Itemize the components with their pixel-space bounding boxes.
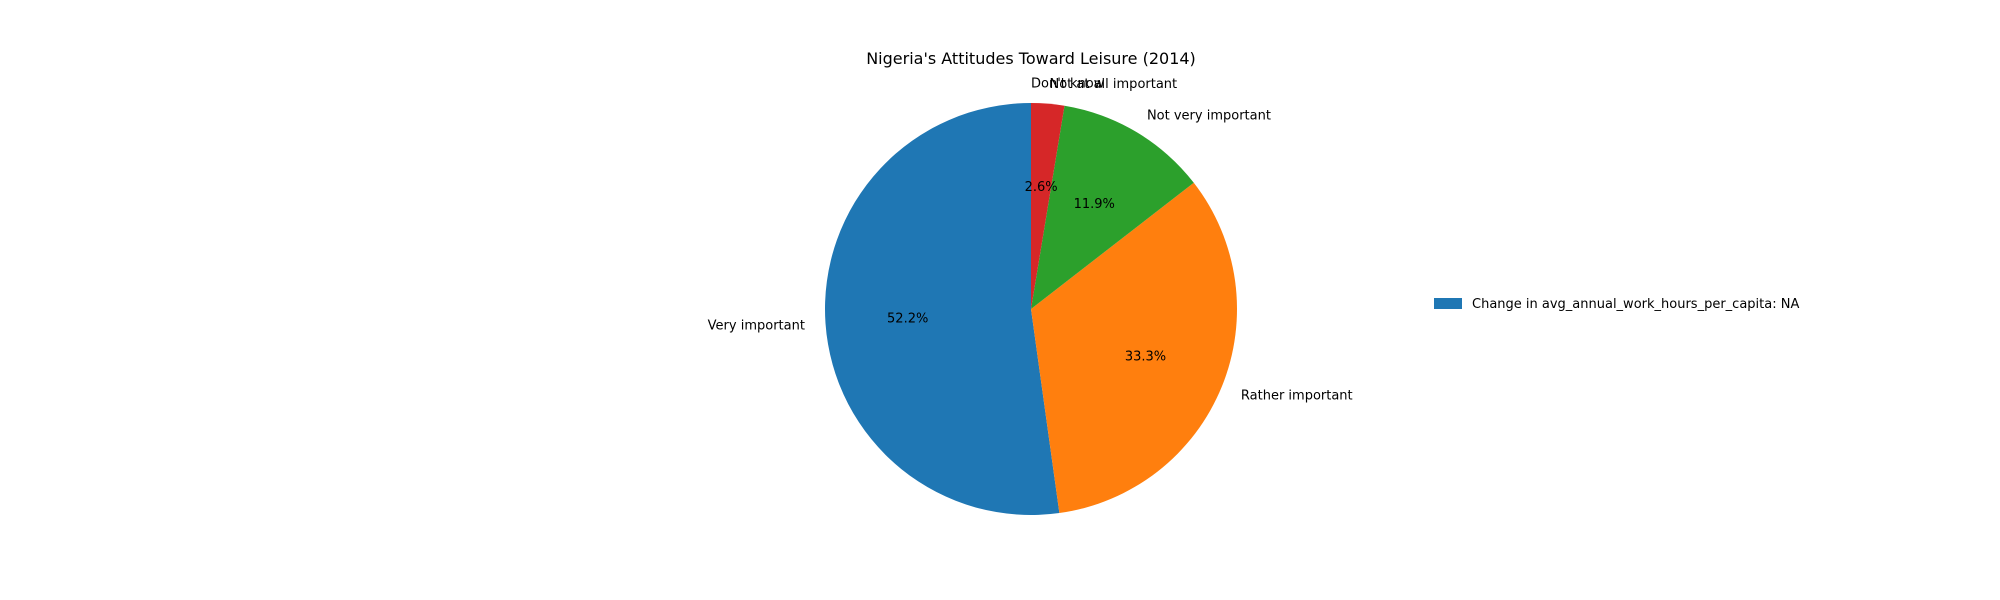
slice-pct-not-very-important: 11.9%	[1074, 197, 1115, 212]
pie-labels: Very important 52.2% Rather important 33.3%…	[708, 76, 1353, 403]
slice-label-rather-important: Rather important	[1241, 388, 1353, 403]
pie-slice-very-important	[824, 103, 1060, 515]
pie-slice-rather-important	[1031, 182, 1237, 514]
legend-label: Change in avg_annual_work_hours_per_capi…	[1472, 297, 1799, 312]
slice-label-very-important: Very important	[708, 319, 805, 334]
pie-slice-not-at-all-important	[1031, 103, 1065, 309]
legend: Change in avg_annual_work_hours_per_capi…	[1434, 297, 1799, 312]
slice-label-don-t-know: Don't know	[1031, 76, 1105, 91]
chart-title: Nigeria's Attitudes Toward Leisure (2014…	[866, 49, 1196, 68]
slice-pct-very-important: 52.2%	[887, 312, 928, 327]
pie-slice-not-very-important	[1031, 105, 1194, 309]
slice-label-not-very-important: Not very important	[1147, 108, 1271, 123]
slice-label-not-at-all-important: Not at all important	[1049, 77, 1177, 92]
slice-pct-not-at-all-important: 2.6%	[1025, 180, 1058, 195]
legend-swatch	[1434, 298, 1462, 309]
pie-slices	[824, 103, 1237, 515]
slice-pct-rather-important: 33.3%	[1125, 350, 1166, 365]
